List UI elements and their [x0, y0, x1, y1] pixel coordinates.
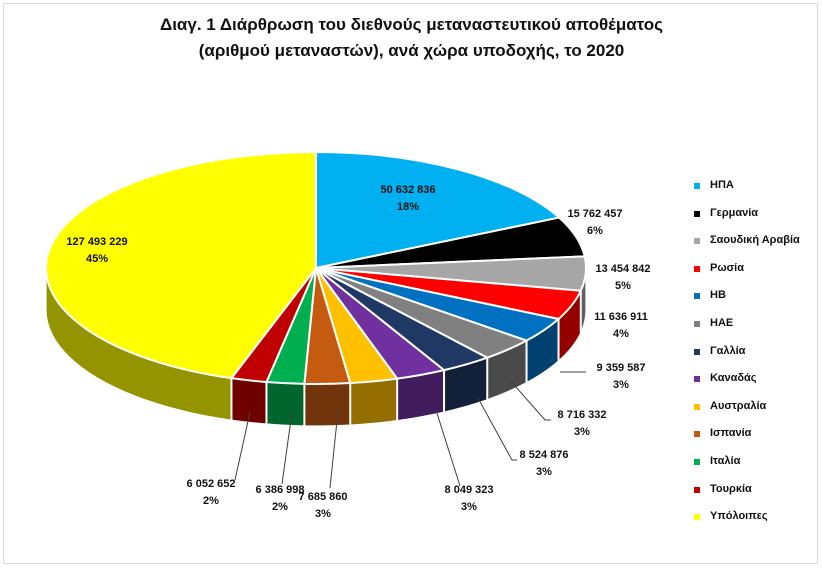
pie-slice-0: [315, 150, 562, 270]
data-label-percent-7: 3%: [536, 466, 552, 478]
legend-label: Γαλλία: [710, 344, 746, 357]
legend-swatch: [694, 320, 700, 327]
legend-label: Γερμανία: [710, 206, 759, 219]
leader-line-11: [234, 411, 251, 481]
legend-label: Σαουδική Αραβία: [710, 234, 800, 247]
pie-side-walls: [45, 267, 587, 427]
data-label-value-11: 6 052 652: [187, 478, 236, 490]
legend-label: Υπόλοιπες: [710, 510, 768, 523]
data-label-percent-11: 2%: [203, 495, 219, 507]
data-label-percent-8: 3%: [461, 501, 477, 513]
leader-line-6: [507, 377, 551, 421]
data-label-value-0: 50 632 836: [380, 184, 435, 196]
legend-swatch: [694, 265, 700, 272]
chart-title: Διαγ. 1 Διάρθρωση του διεθνούς μεταναστε…: [0, 12, 823, 64]
leader-line-10: [281, 411, 293, 485]
data-label-percent-0: 18%: [397, 201, 419, 213]
leader-line-7: [477, 397, 517, 461]
pie-top: [44, 150, 587, 385]
data-label-value-5: 9 359 587: [597, 362, 646, 374]
data-label-value-2: 13 454 842: [595, 263, 650, 275]
legend-label: Αυστραλία: [710, 399, 767, 412]
data-label-percent-9: 3%: [315, 508, 331, 520]
leader-line-9: [329, 410, 339, 489]
legend-swatch: [694, 238, 700, 245]
legend-swatch: [694, 376, 700, 383]
legend-swatch: [694, 293, 700, 300]
legend-swatch: [694, 458, 700, 465]
chart-title-line-2: (αριθμού μεταναστών), ανά χώρα υποδοχής,…: [198, 41, 625, 60]
data-label-value-10: 6 386 998: [256, 484, 305, 496]
legend-swatch: [694, 183, 700, 189]
data-label-percent-6: 3%: [574, 426, 590, 438]
legend-swatch: [694, 403, 700, 410]
legend-label: ΗΠΑ: [710, 179, 734, 191]
legend-swatch: [694, 348, 700, 355]
legend-label: ΗΒ: [710, 289, 726, 302]
legend-swatch: [694, 486, 700, 493]
data-label-percent-2: 5%: [615, 280, 631, 292]
pie-side-10: [265, 381, 305, 427]
legend-swatch: [694, 514, 700, 521]
pie-side-9: [303, 382, 351, 427]
data-label-value-6: 8 716 332: [558, 409, 607, 421]
data-label-value-3: 11 636 911: [594, 311, 648, 323]
pie-slice-12: [44, 150, 317, 380]
data-labels: 50 632 836 18% 15 762 457 6% 13 454 842 5% 11 …: [66, 184, 650, 520]
data-label-percent-1: 6%: [587, 225, 603, 237]
legend-label: Τουρκία: [710, 482, 752, 495]
data-label-value-8: 8 049 323: [445, 484, 494, 496]
data-label-value-12: 127 493 229: [66, 236, 127, 248]
data-label-percent-3: 4%: [613, 328, 629, 340]
data-label-value-1: 15 762 457: [567, 208, 622, 220]
data-label-percent-10: 2%: [272, 501, 288, 513]
data-label-percent-5: 3%: [613, 379, 629, 391]
pie-side-8: [349, 377, 398, 426]
legend-label: Ρωσία: [710, 261, 744, 274]
legend-swatch: [694, 210, 700, 217]
legend-label: Καναδάς: [710, 372, 757, 385]
legend-label: Ιταλία: [710, 454, 741, 467]
legend-label: ΗΑΕ: [710, 316, 734, 329]
data-label-value-9: 7 685 860: [299, 491, 348, 503]
data-label-value-7: 8 524 876: [520, 449, 569, 461]
chart-title-line-1: Διαγ. 1 Διάρθρωση του διεθνούς μεταναστε…: [159, 15, 664, 34]
data-label-percent-12: 45%: [86, 253, 108, 265]
leader-line-8: [435, 409, 461, 487]
legend-swatch: [694, 431, 700, 438]
legend-label: Ισπανία: [710, 427, 752, 440]
